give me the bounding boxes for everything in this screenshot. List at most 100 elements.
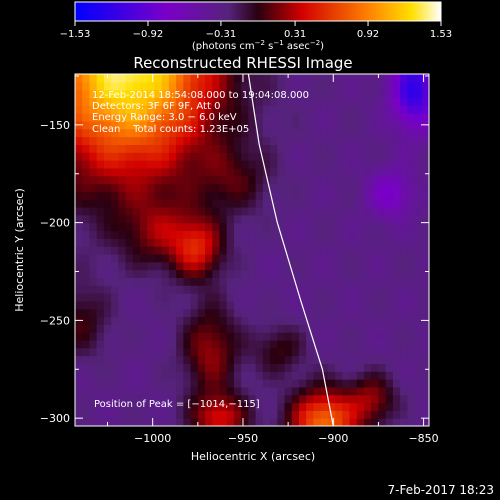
heatmap-cell	[414, 253, 423, 263]
heatmap-cell	[385, 74, 394, 83]
heatmap-cell	[183, 144, 192, 153]
heatmap-cell	[154, 394, 163, 404]
heatmap-cell	[349, 339, 358, 349]
heatmap-cell	[197, 144, 206, 153]
heatmap-cell	[241, 81, 249, 91]
heatmap-cell	[421, 418, 429, 426]
heatmap-cell	[255, 97, 264, 106]
heatmap-cell	[385, 136, 394, 145]
heatmap-cell	[226, 89, 235, 99]
heatmap-cell	[140, 74, 148, 83]
heatmap-cell	[82, 230, 91, 239]
heatmap-cell	[356, 261, 365, 271]
heatmap-cell	[371, 379, 380, 388]
heatmap-cell	[385, 269, 394, 278]
heatmap-cell	[233, 89, 242, 99]
heatmap-cell	[392, 81, 401, 91]
heatmap-cell	[140, 144, 148, 153]
heatmap-cell	[392, 324, 401, 333]
heatmap-cell	[132, 238, 141, 247]
heatmap-cell	[342, 324, 351, 333]
heatmap-cell	[371, 160, 380, 169]
heatmap-cell	[241, 371, 249, 380]
heatmap-cell	[392, 222, 401, 232]
heatmap-cell	[248, 324, 257, 333]
heatmap-cell	[291, 175, 300, 185]
heatmap-cell	[342, 183, 351, 192]
heatmap-cell	[277, 308, 286, 318]
heatmap-cell	[277, 339, 286, 349]
heatmap-cell	[270, 191, 278, 200]
heatmap-cell	[96, 355, 105, 365]
heatmap-cell	[421, 261, 429, 271]
heatmap-cell	[154, 363, 163, 372]
heatmap-cell	[183, 347, 192, 357]
heatmap-cell	[183, 418, 192, 426]
heatmap-cell	[371, 97, 380, 106]
heatmap-cell	[176, 144, 184, 153]
heatmap-cell	[190, 253, 199, 263]
heatmap-cell	[248, 300, 257, 310]
heatmap-cell	[75, 261, 83, 271]
heatmap-cell	[168, 300, 177, 310]
colorbar-frame	[74, 1, 442, 22]
heatmap-cell	[320, 113, 329, 122]
heatmap-cell	[233, 120, 242, 130]
heatmap-cell	[183, 410, 192, 419]
heatmap-cell	[176, 175, 184, 185]
heatmap-cell	[291, 371, 300, 380]
heatmap-cell	[277, 402, 286, 411]
heatmap-cell	[284, 410, 293, 419]
heatmap-cell	[82, 89, 91, 99]
heatmap-cell	[111, 238, 119, 247]
heatmap-cell	[132, 253, 141, 263]
heatmap-cell	[421, 136, 429, 145]
heatmap-cell	[197, 410, 206, 419]
heatmap-cell	[421, 347, 429, 357]
heatmap-cell	[190, 379, 199, 388]
heatmap-cell	[96, 160, 105, 169]
heatmap-cell	[342, 347, 351, 357]
heatmap-cell	[96, 214, 105, 224]
heatmap-cell	[140, 152, 148, 161]
heatmap-cell	[262, 74, 271, 83]
heatmap-cell	[262, 418, 271, 426]
heatmap-cell	[89, 418, 98, 426]
heatmap-cell	[298, 269, 307, 278]
heatmap-cell	[118, 308, 127, 318]
heatmap-cell	[363, 308, 372, 318]
heatmap-cell	[233, 324, 242, 333]
heatmap-cell	[226, 402, 235, 411]
heatmap-cell	[363, 214, 372, 224]
heatmap-cell	[255, 199, 264, 208]
heatmap-cell	[183, 230, 192, 239]
heatmap-cell	[270, 347, 278, 357]
heatmap-cell	[183, 81, 192, 91]
heatmap-cell	[154, 332, 163, 341]
heatmap-cell	[183, 246, 192, 255]
heatmap-cell	[212, 293, 221, 302]
heatmap-cell	[270, 214, 278, 224]
heatmap-cell	[82, 261, 91, 271]
heatmap-cell	[132, 277, 141, 286]
heatmap-cell	[327, 230, 336, 239]
heatmap-cell	[327, 81, 336, 91]
heatmap-cell	[356, 253, 365, 263]
heatmap-cell	[226, 410, 235, 419]
heatmap-cell	[349, 175, 358, 185]
heatmap-cell	[219, 136, 228, 145]
heatmap-cell	[161, 386, 170, 396]
heatmap-cell	[306, 113, 314, 122]
heatmap-cell	[313, 371, 322, 380]
heatmap-cell	[320, 238, 329, 247]
heatmap-cell	[219, 230, 228, 239]
y-tick-label: −150	[40, 119, 70, 132]
heatmap-cell	[407, 371, 416, 380]
heatmap-cell	[183, 206, 192, 216]
heatmap-cell	[176, 230, 184, 239]
heatmap-cell	[176, 152, 184, 161]
heatmap-cell	[248, 308, 257, 318]
heatmap-cell	[125, 324, 134, 333]
heatmap-cell	[140, 386, 148, 396]
heatmap-cell	[342, 206, 351, 216]
